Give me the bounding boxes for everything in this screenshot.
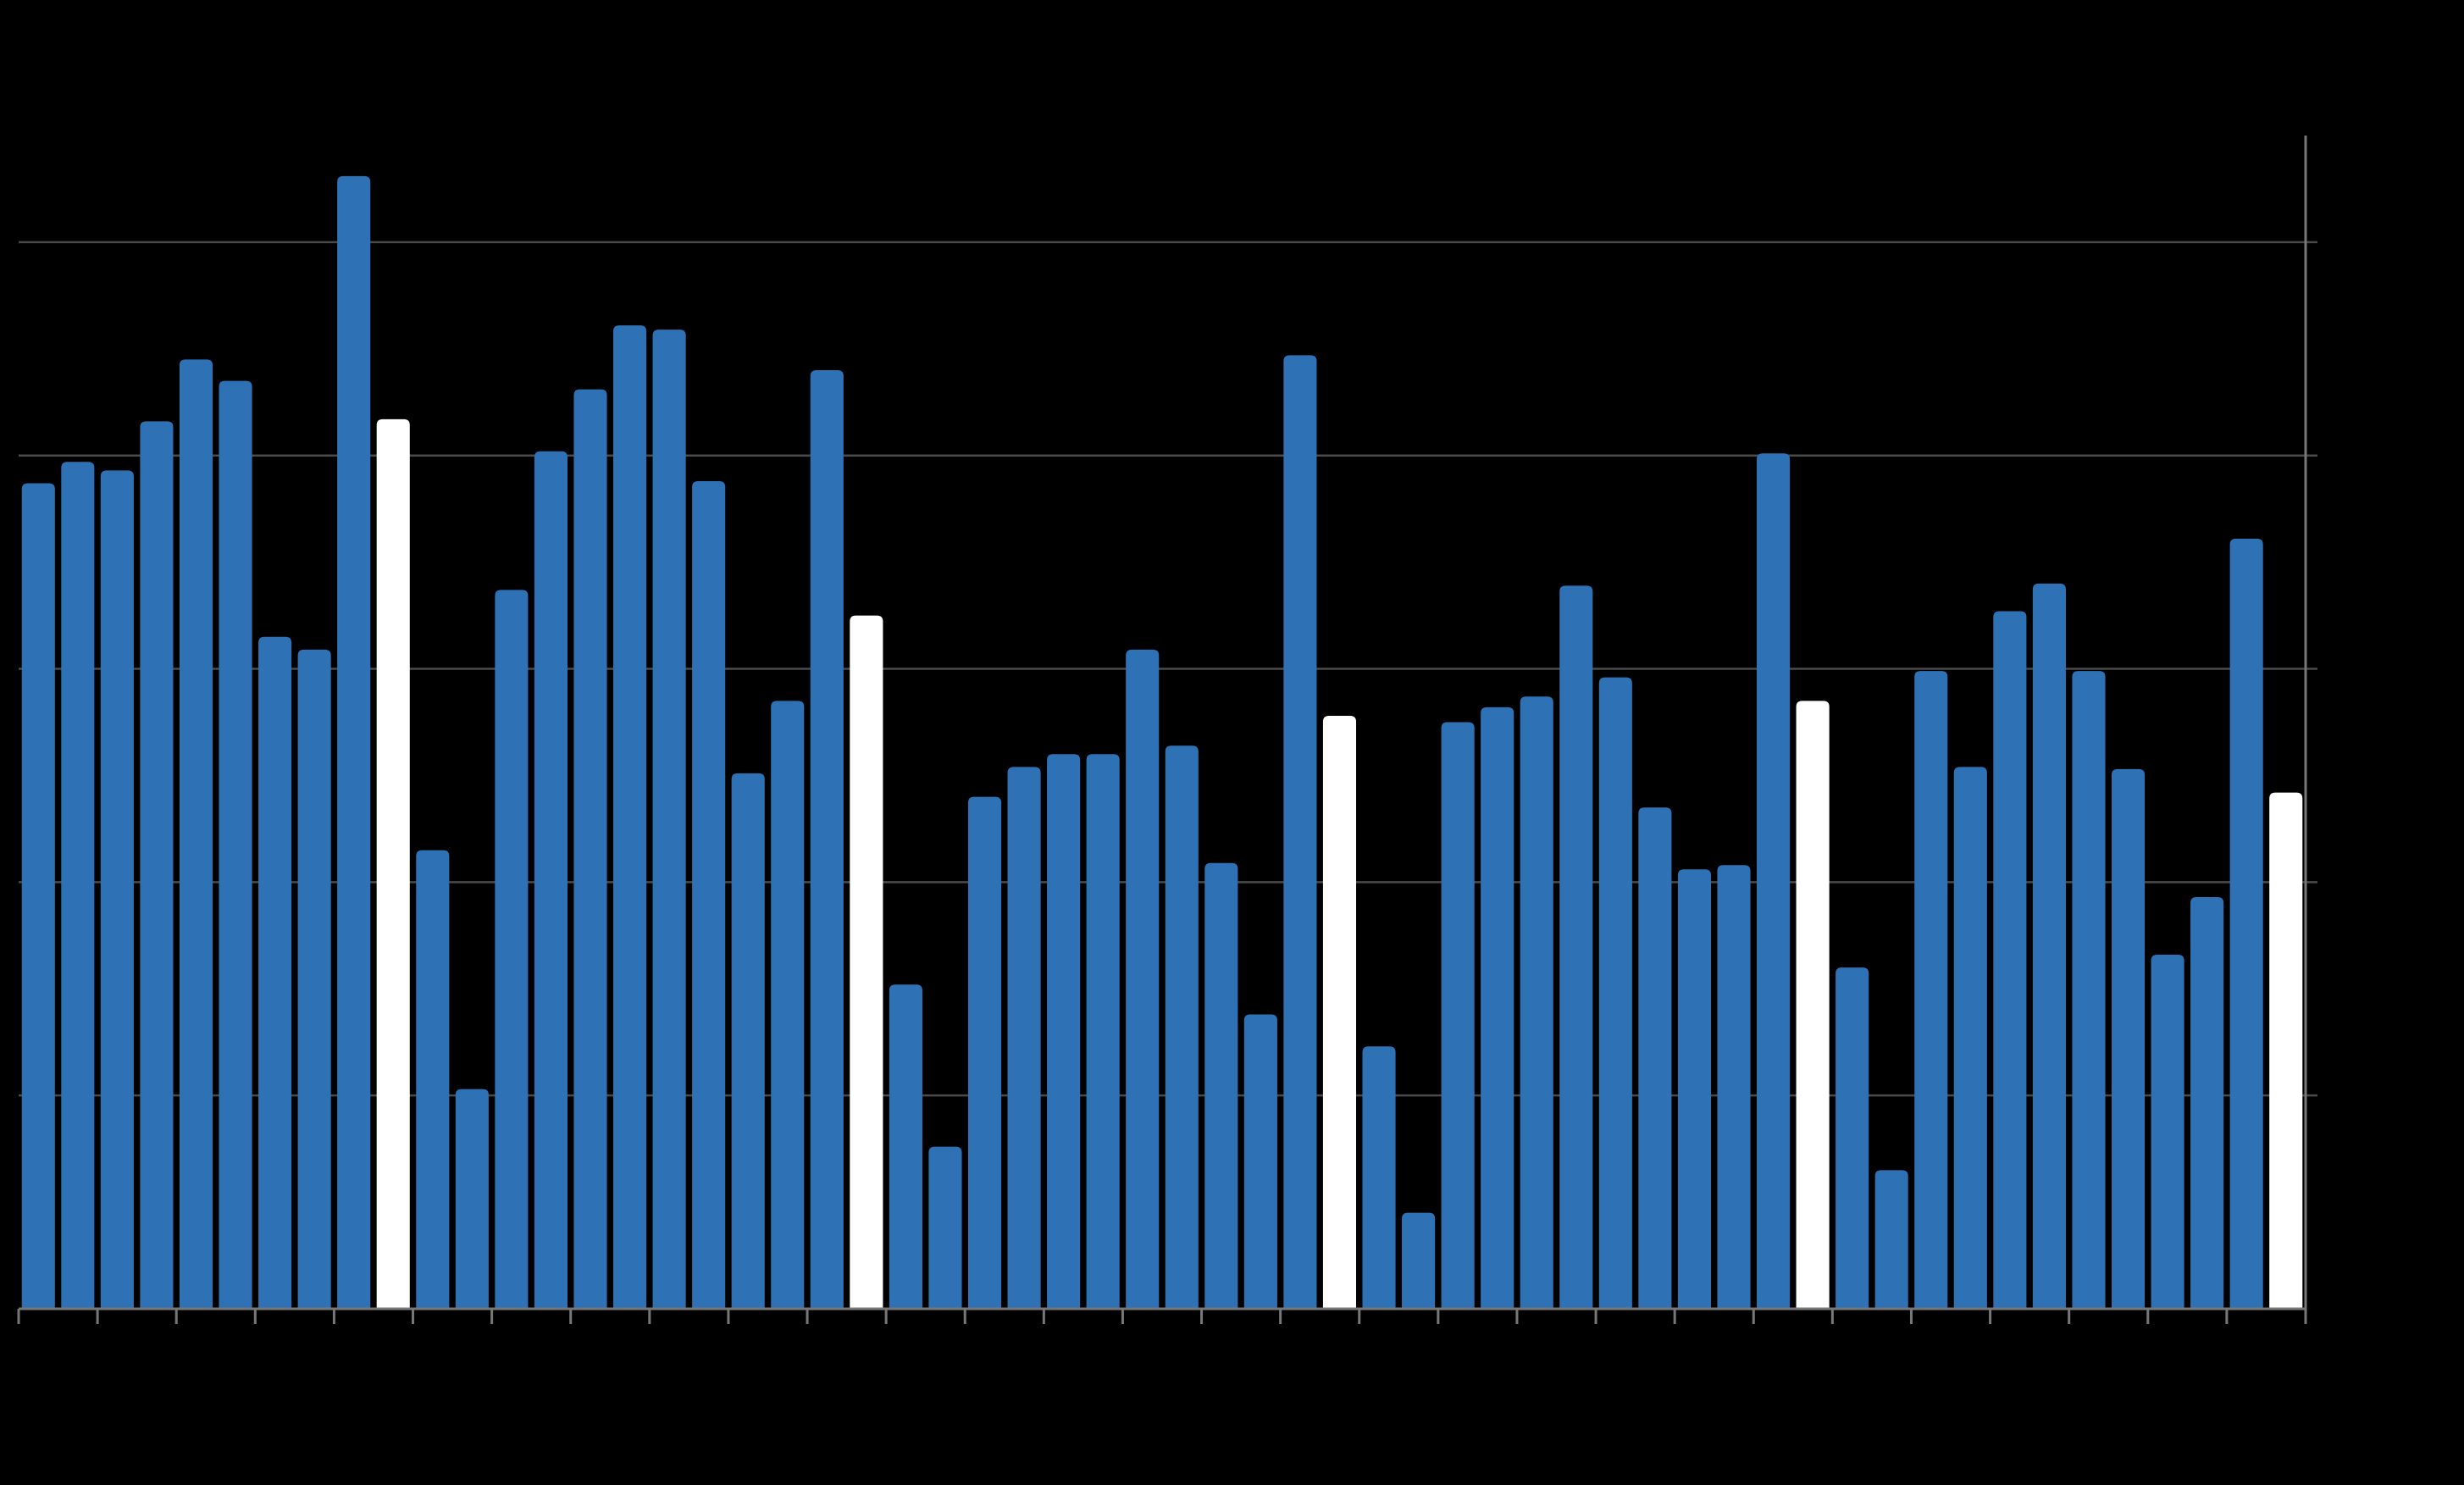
bar bbox=[495, 590, 529, 1309]
bar bbox=[1481, 706, 1514, 1309]
bar bbox=[1441, 722, 1475, 1309]
bar bbox=[613, 325, 647, 1310]
bar bbox=[573, 389, 607, 1310]
bar bbox=[179, 359, 213, 1310]
bar bbox=[2190, 896, 2224, 1309]
bar bbox=[1322, 715, 1357, 1309]
bar bbox=[1165, 745, 1199, 1309]
bar bbox=[1047, 754, 1081, 1309]
bar bbox=[1007, 767, 1041, 1309]
bar bbox=[1953, 767, 1987, 1309]
bar bbox=[850, 615, 883, 1309]
bar bbox=[2229, 538, 2263, 1309]
bar bbox=[1717, 865, 1751, 1309]
bar bbox=[928, 1146, 962, 1309]
bar bbox=[1362, 1046, 1396, 1309]
bar bbox=[2269, 792, 2303, 1309]
bar bbox=[416, 850, 450, 1309]
bar bbox=[1520, 696, 1553, 1309]
bar bbox=[1796, 701, 1830, 1309]
bar bbox=[1283, 355, 1317, 1309]
bar bbox=[1874, 1170, 1908, 1309]
bar bbox=[2072, 671, 2106, 1309]
bar bbox=[1243, 1014, 1277, 1309]
bar bbox=[1993, 611, 2027, 1309]
bar bbox=[1204, 862, 1238, 1309]
bar bbox=[297, 649, 331, 1309]
bar bbox=[1677, 869, 1711, 1309]
bar bbox=[61, 462, 95, 1309]
bar bbox=[1836, 967, 1869, 1309]
bar bbox=[1638, 807, 1672, 1309]
bar bbox=[1086, 754, 1120, 1309]
bar bbox=[376, 418, 410, 1309]
bar bbox=[1914, 671, 1948, 1309]
bar bbox=[731, 773, 765, 1309]
y-tick-label: 1 bbox=[2326, 1080, 2340, 1108]
bar bbox=[2111, 768, 2146, 1309]
bar bbox=[1598, 677, 1632, 1309]
bar bbox=[21, 483, 55, 1309]
y-tick-label: 3 bbox=[2326, 653, 2340, 681]
bar bbox=[337, 175, 371, 1309]
bar bbox=[140, 421, 174, 1309]
bar bbox=[1402, 1212, 1436, 1309]
bar bbox=[889, 984, 922, 1309]
bar bbox=[2151, 954, 2184, 1309]
bar bbox=[455, 1089, 489, 1309]
y-tick-label: 2 bbox=[2326, 867, 2340, 895]
bar bbox=[810, 370, 844, 1309]
bar bbox=[219, 380, 252, 1309]
bar bbox=[1126, 649, 1160, 1309]
bar bbox=[1559, 585, 1593, 1309]
bar bbox=[967, 796, 1002, 1309]
bar bbox=[1757, 453, 1791, 1309]
bar bbox=[771, 701, 805, 1309]
bar bbox=[534, 451, 568, 1309]
bar bbox=[2032, 583, 2066, 1309]
y-tick-label: 0 bbox=[2326, 1294, 2340, 1322]
bar bbox=[652, 330, 686, 1309]
bar bbox=[692, 480, 726, 1309]
y-tick-label: 5 bbox=[2326, 227, 2340, 255]
bar bbox=[100, 470, 134, 1309]
bar bbox=[258, 636, 292, 1309]
y-tick-label: 4 bbox=[2326, 441, 2340, 468]
